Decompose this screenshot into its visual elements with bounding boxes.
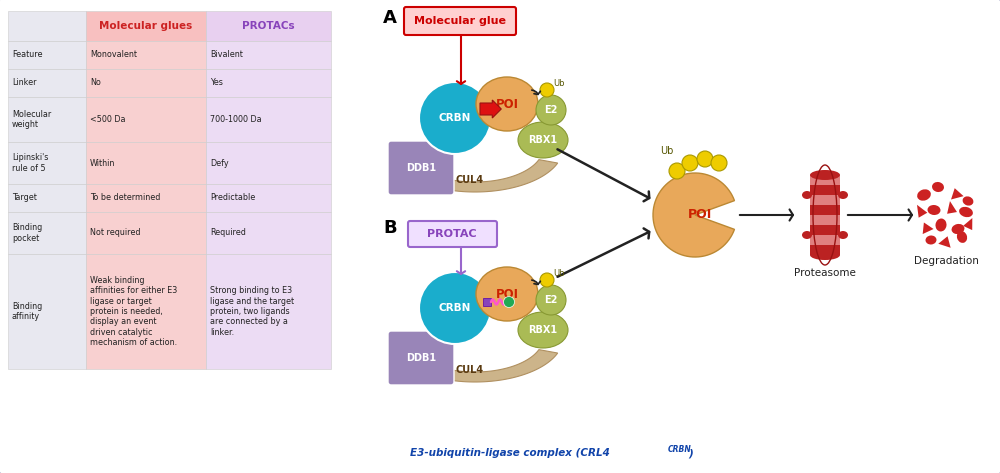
Ellipse shape (802, 191, 812, 199)
Text: CUL4: CUL4 (456, 175, 484, 185)
Text: No: No (90, 79, 101, 88)
Ellipse shape (419, 82, 491, 154)
Circle shape (669, 163, 685, 179)
Text: E3-ubiquitin-ligase complex (CRL4: E3-ubiquitin-ligase complex (CRL4 (410, 448, 610, 458)
Bar (810, 195, 840, 205)
Text: Predictable: Predictable (210, 193, 255, 202)
Text: <500 Da: <500 Da (90, 115, 126, 124)
Ellipse shape (810, 250, 840, 260)
Text: Proteasome: Proteasome (794, 268, 856, 278)
PathPatch shape (653, 173, 734, 257)
Text: E2: E2 (544, 105, 558, 115)
Ellipse shape (476, 267, 538, 321)
Polygon shape (917, 205, 927, 218)
Bar (810, 225, 840, 235)
Circle shape (536, 95, 566, 125)
FancyBboxPatch shape (480, 100, 501, 118)
Text: PROTAC: PROTAC (427, 229, 477, 239)
Bar (86, 97, 206, 142)
Ellipse shape (476, 77, 538, 131)
Text: Molecular glues: Molecular glues (99, 21, 193, 31)
Text: Molecular
weight: Molecular weight (12, 110, 51, 129)
Text: CUL4: CUL4 (456, 365, 484, 375)
Text: Degradation: Degradation (914, 256, 978, 266)
Text: Weak binding
affinities for either E3
ligase or target
protein is needed,
displa: Weak binding affinities for either E3 li… (90, 276, 177, 347)
Bar (8, 41, 86, 69)
Polygon shape (947, 201, 957, 214)
Text: B: B (383, 219, 397, 237)
Text: Within: Within (90, 158, 115, 167)
Text: 700-1000 Da: 700-1000 Da (210, 115, 262, 124)
Bar (810, 235, 840, 245)
PathPatch shape (392, 159, 558, 192)
Bar (8, 184, 86, 212)
Ellipse shape (935, 219, 947, 231)
Text: POI: POI (496, 97, 518, 111)
Ellipse shape (957, 231, 967, 243)
Ellipse shape (419, 272, 491, 344)
Text: Linker: Linker (12, 79, 36, 88)
Text: Bivalent: Bivalent (210, 51, 243, 60)
PathPatch shape (392, 350, 558, 382)
Text: Not required: Not required (90, 228, 140, 237)
Bar (206, 69, 331, 97)
Bar (86, 142, 206, 184)
Text: Binding
pocket: Binding pocket (12, 223, 42, 243)
FancyBboxPatch shape (388, 141, 454, 195)
Text: CRBN: CRBN (668, 445, 692, 454)
Ellipse shape (838, 191, 848, 199)
Circle shape (711, 155, 727, 171)
Text: Yes: Yes (210, 79, 223, 88)
Bar (810, 215, 840, 225)
Bar (206, 254, 331, 369)
Circle shape (682, 155, 698, 171)
Bar (8, 254, 86, 369)
FancyBboxPatch shape (388, 331, 454, 385)
Bar (483, 298, 491, 306)
Bar (206, 142, 331, 184)
Text: Ub: Ub (553, 270, 565, 279)
FancyBboxPatch shape (408, 221, 497, 247)
Bar (8, 142, 86, 184)
Text: E2: E2 (544, 295, 558, 305)
Text: RBX1: RBX1 (528, 325, 558, 335)
Polygon shape (938, 236, 951, 248)
Bar (206, 212, 331, 254)
Text: Ub: Ub (553, 79, 565, 88)
Text: Target: Target (12, 193, 37, 202)
Bar (206, 41, 331, 69)
Polygon shape (923, 222, 934, 234)
Polygon shape (951, 188, 964, 200)
Bar (8, 212, 86, 254)
Ellipse shape (932, 182, 944, 192)
Circle shape (504, 297, 514, 307)
Text: To be determined: To be determined (90, 193, 160, 202)
Bar (810, 175, 840, 185)
Text: Feature: Feature (12, 51, 42, 60)
Bar (86, 11, 206, 41)
Text: DDB1: DDB1 (406, 163, 436, 173)
Ellipse shape (926, 236, 936, 245)
Bar (8, 97, 86, 142)
Circle shape (540, 273, 554, 287)
Ellipse shape (802, 231, 812, 239)
Text: CRBN: CRBN (439, 303, 471, 313)
Ellipse shape (917, 189, 931, 201)
Text: DDB1: DDB1 (406, 353, 436, 363)
Bar (86, 184, 206, 212)
Bar (206, 184, 331, 212)
Text: Defy: Defy (210, 158, 229, 167)
Ellipse shape (959, 207, 973, 217)
Bar (810, 245, 840, 255)
Bar (8, 69, 86, 97)
Circle shape (540, 83, 554, 97)
Text: Strong binding to E3
ligase and the target
protein, two ligands
are connected by: Strong binding to E3 ligase and the targ… (210, 286, 294, 337)
Text: ): ) (688, 448, 693, 458)
FancyBboxPatch shape (404, 7, 516, 35)
Text: POI: POI (496, 288, 518, 300)
Ellipse shape (518, 122, 568, 158)
Bar (810, 185, 840, 195)
Text: A: A (383, 9, 397, 27)
Text: CRBN: CRBN (439, 113, 471, 123)
